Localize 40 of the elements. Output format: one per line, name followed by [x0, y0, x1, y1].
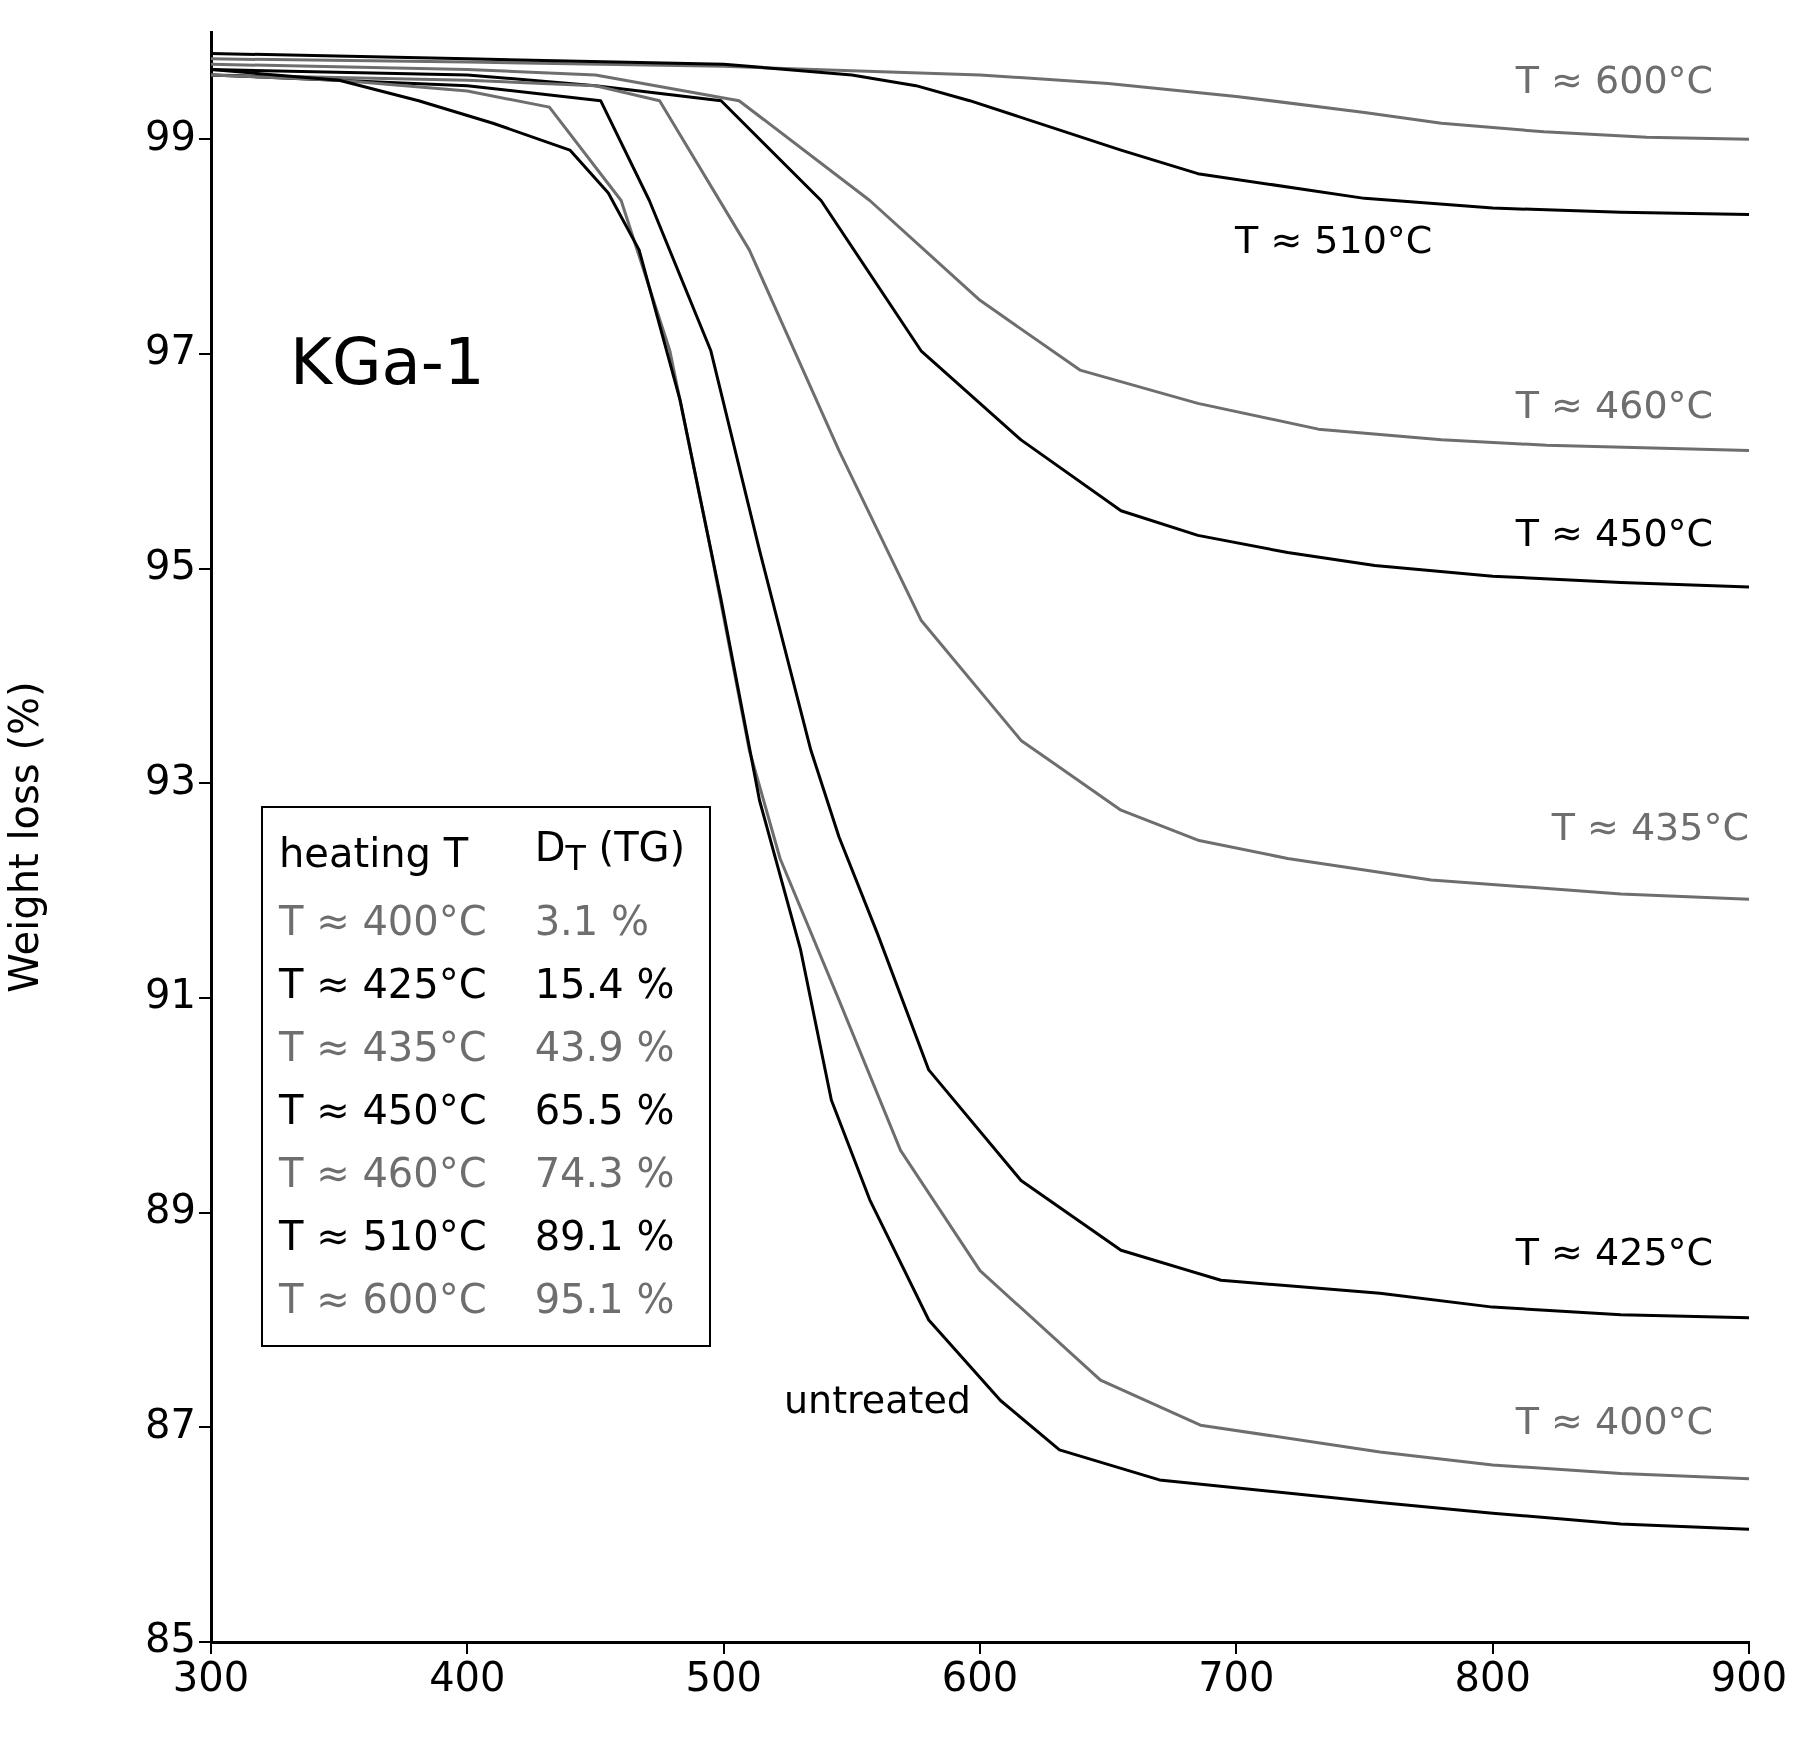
x-tick-label: 600	[941, 1654, 1019, 1701]
annotation: T ≈ 460°C	[279, 1149, 488, 1198]
annotation: 95.1 %	[533, 1275, 676, 1324]
series-label: T ≈ 600°C	[1514, 58, 1714, 103]
x-tick-label: 900	[1710, 1654, 1788, 1701]
annotation: 43.9 %	[533, 1023, 676, 1072]
series-label: untreated	[784, 1377, 971, 1422]
annotation: T ≈ 510°C	[279, 1212, 488, 1261]
series-label: T ≈ 435°C	[1550, 805, 1749, 850]
annotation: T ≈ 600°C	[279, 1275, 488, 1324]
y-tick-label: 87	[145, 1400, 196, 1447]
annotation: T ≈ 450°C	[279, 1086, 488, 1135]
y-tick-label: 93	[145, 756, 196, 803]
y-axis-title: Weight loss (%)	[1, 681, 48, 993]
series-label: T ≈ 450°C	[1514, 511, 1714, 556]
x-tick-label: 300	[172, 1654, 250, 1701]
series-label: T ≈ 425°C	[1514, 1230, 1714, 1275]
annotation: 15.4 %	[533, 960, 676, 1009]
x-tick-label: 500	[685, 1654, 762, 1701]
annotation: 65.5 %	[533, 1086, 676, 1135]
y-tick-label: 99	[145, 112, 196, 159]
annotation: T ≈ 425°C	[279, 960, 488, 1009]
annotation: T ≈ 435°C	[279, 1023, 488, 1072]
annotation: heating T	[279, 828, 470, 878]
x-tick-label: 700	[1198, 1654, 1275, 1701]
x-tick-label: 400	[429, 1654, 506, 1701]
y-tick-label: 97	[145, 327, 196, 374]
annotation: D$_{T}$ (TG)	[533, 823, 687, 880]
x-tick-label: 800	[1454, 1654, 1531, 1701]
annotation: KGa-1	[290, 325, 485, 399]
annotation: 89.1 %	[533, 1212, 676, 1261]
y-tick-label: 91	[145, 971, 196, 1018]
series-label: T ≈ 510°C	[1234, 218, 1433, 263]
y-tick-label: 95	[145, 542, 196, 589]
annotation: T ≈ 400°C	[279, 897, 488, 946]
series-label: T ≈ 400°C	[1514, 1398, 1714, 1443]
annotation: 74.3 %	[533, 1149, 676, 1198]
series-label: T ≈ 460°C	[1514, 382, 1714, 427]
annotation: 3.1 %	[533, 897, 650, 946]
y-tick-label: 89	[145, 1186, 196, 1233]
